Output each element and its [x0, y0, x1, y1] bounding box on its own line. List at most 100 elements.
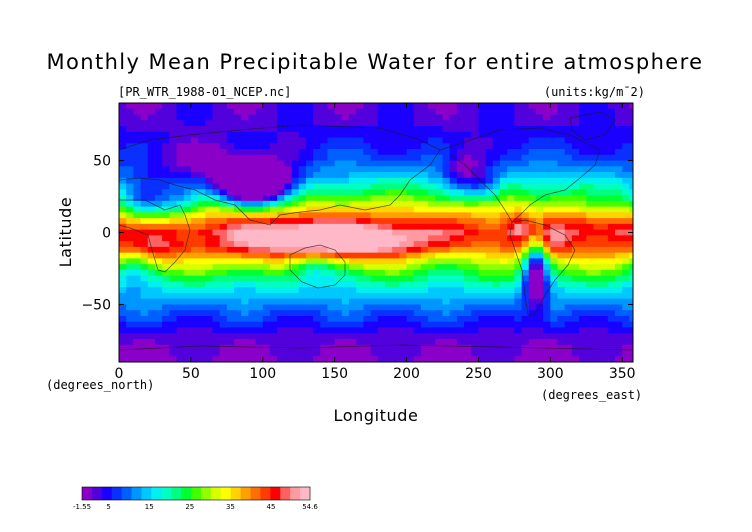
heatmap-cell	[133, 281, 142, 288]
heatmap-cell	[456, 166, 465, 173]
heatmap-cell	[435, 246, 444, 254]
heatmap-cell	[579, 304, 587, 311]
heatmap-cell	[298, 218, 307, 225]
heatmap-cell	[586, 103, 595, 110]
heatmap-cell	[198, 275, 206, 283]
heatmap-cell	[579, 189, 587, 196]
heatmap-cell	[550, 264, 559, 271]
heatmap-cell	[219, 315, 228, 323]
heatmap-cell	[600, 120, 609, 127]
heatmap-cell	[550, 206, 559, 213]
heatmap-cell	[183, 275, 192, 283]
heatmap-cell	[492, 252, 501, 259]
colorbar-swatch	[300, 487, 311, 500]
heatmap-cell	[593, 126, 602, 133]
heatmap-cell	[162, 137, 170, 144]
heatmap-cell	[169, 246, 178, 254]
heatmap-cell	[356, 269, 365, 277]
heatmap-cell	[169, 264, 178, 271]
heatmap-cell	[413, 338, 422, 346]
heatmap-cell	[341, 350, 350, 357]
heatmap-cell	[449, 269, 458, 277]
heatmap-cell	[564, 252, 573, 259]
heatmap-cell	[262, 223, 271, 231]
heatmap-cell	[133, 269, 142, 277]
heatmap-cell	[507, 131, 515, 139]
heatmap-cell	[384, 292, 393, 300]
heatmap-cell	[162, 223, 170, 231]
heatmap-cell	[449, 235, 458, 242]
heatmap-cell	[169, 183, 178, 190]
heatmap-cell	[320, 149, 329, 156]
heatmap-cell	[456, 287, 465, 294]
heatmap-cell	[327, 264, 336, 271]
heatmap-cell	[377, 131, 386, 139]
heatmap-cell	[327, 287, 336, 294]
heatmap-cell	[607, 281, 616, 288]
colorbar-swatch	[250, 487, 261, 500]
x-tick-label: 100	[249, 366, 276, 382]
heatmap-cell	[370, 189, 379, 196]
heatmap-cell	[413, 131, 422, 139]
heatmap-cell	[586, 183, 595, 190]
heatmap-cell	[492, 258, 501, 265]
heatmap-cell	[622, 275, 631, 283]
heatmap-cell	[449, 229, 458, 236]
heatmap-cell	[198, 258, 206, 265]
heatmap-cell	[269, 103, 278, 110]
heatmap-cell	[550, 120, 559, 127]
heatmap-cell	[478, 292, 487, 300]
heatmap-cell	[442, 131, 451, 139]
heatmap-cell	[420, 287, 429, 294]
heatmap-cell	[334, 287, 343, 294]
heatmap-cell	[262, 189, 271, 196]
heatmap-cell	[370, 350, 379, 357]
heatmap-cell	[579, 241, 587, 248]
heatmap-cell	[521, 172, 530, 179]
heatmap-cell	[219, 321, 228, 329]
heatmap-cell	[456, 218, 465, 225]
heatmap-cell	[291, 206, 300, 213]
heatmap-cell	[435, 304, 444, 311]
heatmap-cell	[234, 338, 242, 346]
heatmap-cell	[291, 218, 300, 225]
heatmap-cell	[284, 333, 293, 340]
heatmap-cell	[535, 252, 544, 259]
heatmap-cell	[492, 166, 501, 173]
heatmap-cell	[456, 275, 465, 283]
heatmap-cell	[413, 126, 422, 133]
heatmap-cell	[435, 275, 444, 283]
heatmap-cell	[183, 304, 192, 311]
heatmap-cell	[622, 338, 631, 346]
heatmap-cell	[356, 137, 365, 144]
heatmap-cell	[176, 315, 185, 323]
heatmap-cell	[219, 269, 228, 277]
heatmap-cell	[557, 189, 566, 196]
heatmap-cell	[571, 108, 580, 116]
heatmap-cell	[219, 356, 228, 362]
heatmap-cell	[133, 229, 142, 236]
heatmap-cell	[406, 258, 415, 265]
heatmap-cell	[198, 195, 206, 202]
heatmap-cell	[478, 200, 487, 208]
heatmap-cell	[514, 177, 523, 185]
heatmap-cell	[615, 172, 623, 179]
heatmap-cell	[557, 258, 566, 265]
heatmap-cell	[449, 183, 458, 190]
heatmap-cell	[622, 195, 631, 202]
heatmap-cell	[190, 120, 199, 127]
heatmap-cell	[298, 223, 307, 231]
heatmap-cell	[341, 356, 350, 362]
heatmap-cell	[147, 235, 156, 242]
heatmap-cell	[126, 218, 134, 225]
heatmap-cell	[284, 206, 293, 213]
heatmap-cell	[241, 137, 249, 144]
heatmap-cell	[500, 264, 508, 271]
heatmap-cell	[183, 298, 192, 306]
heatmap-cell	[119, 275, 127, 283]
heatmap-cell	[327, 131, 336, 139]
heatmap-cell	[119, 298, 127, 306]
heatmap-cell	[392, 281, 400, 288]
heatmap-cell	[277, 120, 285, 127]
heatmap-cell	[305, 166, 314, 173]
